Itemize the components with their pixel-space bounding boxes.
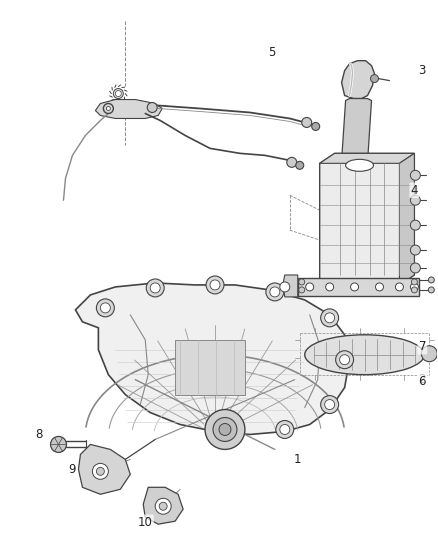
Circle shape (147, 102, 157, 112)
Circle shape (326, 283, 334, 291)
Circle shape (106, 107, 110, 110)
Circle shape (325, 400, 335, 409)
Circle shape (96, 299, 114, 317)
Polygon shape (342, 99, 371, 163)
Circle shape (410, 195, 420, 205)
Circle shape (159, 502, 167, 510)
Text: 4: 4 (411, 184, 418, 197)
Bar (175, 340, 245, 394)
Text: 5: 5 (268, 46, 276, 59)
Circle shape (270, 287, 280, 297)
Text: 9: 9 (69, 463, 76, 476)
Circle shape (336, 351, 353, 369)
Ellipse shape (305, 335, 424, 375)
Circle shape (321, 395, 339, 414)
Circle shape (276, 421, 294, 439)
Circle shape (321, 309, 339, 327)
Circle shape (421, 346, 437, 362)
Circle shape (371, 75, 378, 83)
Polygon shape (342, 61, 374, 99)
Circle shape (92, 463, 108, 479)
Circle shape (350, 283, 359, 291)
Polygon shape (320, 154, 414, 285)
Circle shape (115, 91, 121, 96)
Circle shape (299, 279, 305, 285)
Circle shape (146, 279, 164, 297)
Text: 1: 1 (294, 453, 301, 466)
Circle shape (410, 220, 420, 230)
Circle shape (210, 280, 220, 290)
Circle shape (396, 283, 403, 291)
Circle shape (155, 498, 171, 514)
Circle shape (299, 287, 305, 293)
Circle shape (280, 424, 290, 434)
Text: 7: 7 (419, 340, 426, 353)
Circle shape (325, 313, 335, 323)
Polygon shape (399, 154, 414, 285)
Text: 8: 8 (35, 428, 42, 441)
Ellipse shape (346, 159, 374, 171)
Circle shape (302, 117, 312, 127)
Circle shape (205, 409, 245, 449)
Bar (298, 278, 419, 296)
Circle shape (206, 276, 224, 294)
Text: 2: 2 (419, 373, 426, 386)
Polygon shape (78, 445, 130, 494)
Circle shape (411, 287, 417, 293)
Circle shape (410, 283, 418, 291)
Circle shape (96, 467, 104, 475)
Polygon shape (143, 487, 183, 524)
Circle shape (266, 283, 284, 301)
Circle shape (410, 263, 420, 273)
Circle shape (113, 88, 124, 99)
Text: 10: 10 (138, 516, 153, 529)
Circle shape (312, 123, 320, 131)
Circle shape (296, 161, 304, 169)
Circle shape (411, 279, 417, 285)
Circle shape (219, 424, 231, 435)
Polygon shape (75, 283, 350, 434)
Circle shape (150, 283, 160, 293)
Polygon shape (95, 100, 162, 118)
Circle shape (100, 303, 110, 313)
Circle shape (280, 282, 290, 292)
Circle shape (375, 283, 384, 291)
Circle shape (339, 355, 350, 365)
Circle shape (428, 287, 434, 293)
Circle shape (287, 157, 297, 167)
Circle shape (428, 277, 434, 283)
Text: 6: 6 (419, 375, 426, 388)
Circle shape (306, 283, 314, 291)
Circle shape (50, 437, 67, 453)
Text: 3: 3 (419, 64, 426, 77)
Polygon shape (320, 154, 414, 163)
Circle shape (410, 245, 420, 255)
Polygon shape (283, 275, 298, 297)
Circle shape (410, 171, 420, 180)
Circle shape (213, 417, 237, 441)
